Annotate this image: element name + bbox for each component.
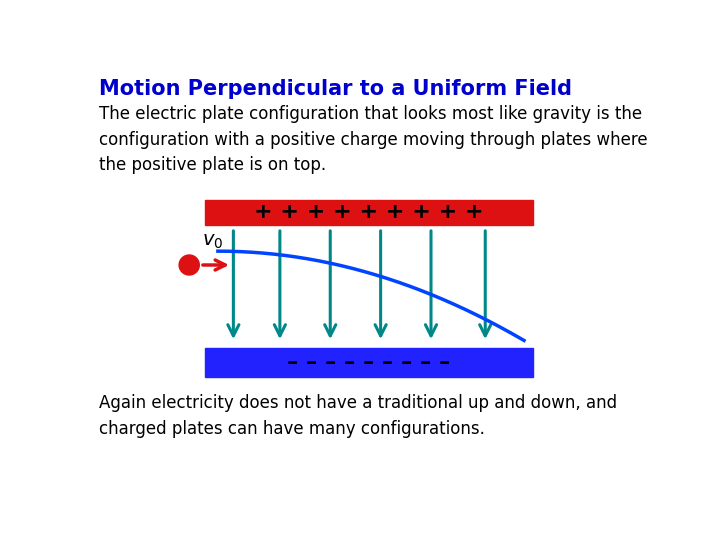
Text: Again electricity does not have a traditional up and down, and
charged plates ca: Again electricity does not have a tradit… [99,394,618,438]
Text: Motion Perpendicular to a Uniform Field: Motion Perpendicular to a Uniform Field [99,79,572,99]
Bar [204,348,534,377]
Bar [204,200,534,225]
Text: The electric plate configuration that looks most like gravity is the
configurati: The electric plate configuration that lo… [99,105,648,174]
Circle shape [179,255,199,275]
Text: $v_0$: $v_0$ [202,232,224,251]
Text: – – – – – – – – –: – – – – – – – – – [287,353,451,373]
Text: + + + + + + + + +: + + + + + + + + + [254,202,484,222]
